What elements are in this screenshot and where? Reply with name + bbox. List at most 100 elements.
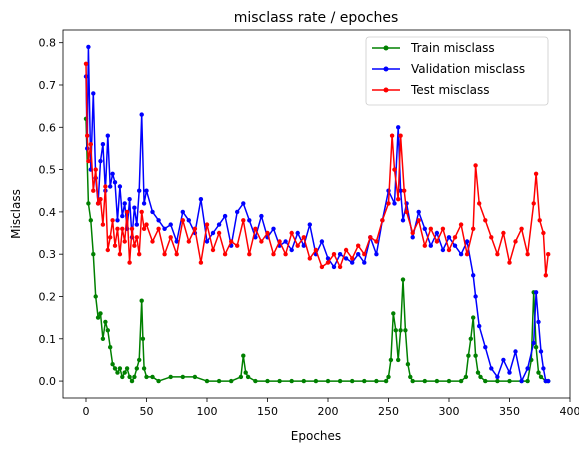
data-point — [356, 243, 361, 248]
series-3 — [83, 61, 551, 278]
data-point — [100, 142, 106, 147]
data-point — [247, 218, 252, 223]
x-tick-label: 0 — [82, 405, 89, 418]
data-point — [301, 243, 306, 248]
data-point — [477, 201, 482, 206]
data-point — [245, 374, 251, 380]
legend-swatch-marker — [383, 45, 389, 51]
data-point — [396, 197, 401, 202]
data-point — [86, 201, 91, 206]
legend-entry: Train misclass — [372, 41, 495, 55]
data-point — [531, 201, 536, 206]
data-point — [428, 226, 433, 231]
data-point — [98, 158, 103, 164]
data-point — [112, 180, 118, 185]
series-line — [85, 63, 549, 277]
data-point — [396, 125, 401, 130]
chart-title: misclass rate / epoches — [234, 10, 399, 26]
data-point — [210, 230, 216, 236]
data-point — [391, 311, 396, 316]
data-point — [259, 213, 264, 219]
data-point — [186, 239, 191, 244]
data-point — [538, 374, 544, 380]
data-point — [144, 374, 149, 380]
data-point — [134, 366, 139, 371]
data-point — [277, 239, 282, 244]
data-point — [192, 226, 198, 231]
data-point — [122, 239, 127, 244]
data-point — [519, 226, 524, 231]
data-point — [132, 205, 137, 210]
data-point — [398, 328, 403, 333]
data-point — [531, 340, 536, 346]
data-point — [374, 378, 379, 384]
x-tick-label: 250 — [378, 405, 399, 418]
data-point — [331, 264, 337, 270]
data-point — [134, 222, 139, 227]
data-point — [108, 345, 113, 350]
x-tick-label: 50 — [139, 405, 153, 418]
data-point — [174, 239, 179, 244]
data-point — [464, 239, 470, 244]
data-point — [525, 252, 530, 257]
data-point — [137, 357, 142, 363]
data-point — [301, 378, 306, 384]
data-point — [115, 218, 120, 223]
data-point — [495, 252, 500, 257]
data-point — [489, 235, 494, 240]
x-tick-label: 150 — [257, 405, 278, 418]
data-point — [402, 188, 407, 193]
data-point — [86, 158, 91, 164]
data-point — [410, 378, 415, 384]
data-point — [392, 167, 397, 172]
data-point — [337, 378, 343, 384]
data-point — [408, 374, 413, 380]
data-point — [93, 167, 98, 172]
data-point — [337, 264, 343, 270]
data-point — [507, 260, 512, 265]
data-point — [204, 222, 210, 227]
data-point — [525, 366, 530, 371]
data-point — [127, 374, 132, 380]
data-point — [110, 218, 115, 223]
data-point — [513, 349, 518, 354]
y-tick-label: 0.3 — [39, 248, 57, 261]
legend-label: Test misclass — [410, 83, 490, 97]
data-point — [180, 374, 185, 380]
data-point — [222, 213, 228, 219]
data-point — [422, 226, 427, 231]
data-point — [541, 230, 546, 236]
data-point — [428, 243, 433, 248]
data-point — [86, 44, 91, 50]
data-point — [400, 218, 406, 223]
y-axis-label: Misclass — [9, 189, 23, 239]
data-point — [91, 252, 96, 257]
data-point — [446, 235, 452, 240]
data-point — [112, 243, 118, 248]
data-point — [259, 239, 264, 244]
x-tick-label: 200 — [317, 405, 338, 418]
data-point — [416, 209, 421, 215]
data-point — [398, 188, 403, 193]
data-point — [383, 378, 389, 384]
data-point — [440, 247, 446, 253]
data-point — [137, 188, 142, 193]
data-point — [134, 235, 139, 240]
data-point — [307, 222, 312, 227]
data-point — [108, 235, 113, 240]
data-point — [533, 171, 539, 176]
data-point — [380, 218, 385, 223]
data-point — [446, 247, 452, 253]
data-point — [533, 290, 539, 295]
data-point — [546, 252, 551, 257]
data-point — [468, 336, 473, 341]
data-point — [519, 378, 524, 384]
data-point — [471, 315, 476, 320]
data-point — [374, 239, 379, 244]
data-point — [541, 366, 546, 371]
data-point — [295, 243, 300, 248]
data-point — [144, 188, 149, 193]
legend-entry: Validation misclass — [372, 62, 525, 76]
data-point — [117, 252, 123, 257]
data-point — [241, 201, 246, 206]
